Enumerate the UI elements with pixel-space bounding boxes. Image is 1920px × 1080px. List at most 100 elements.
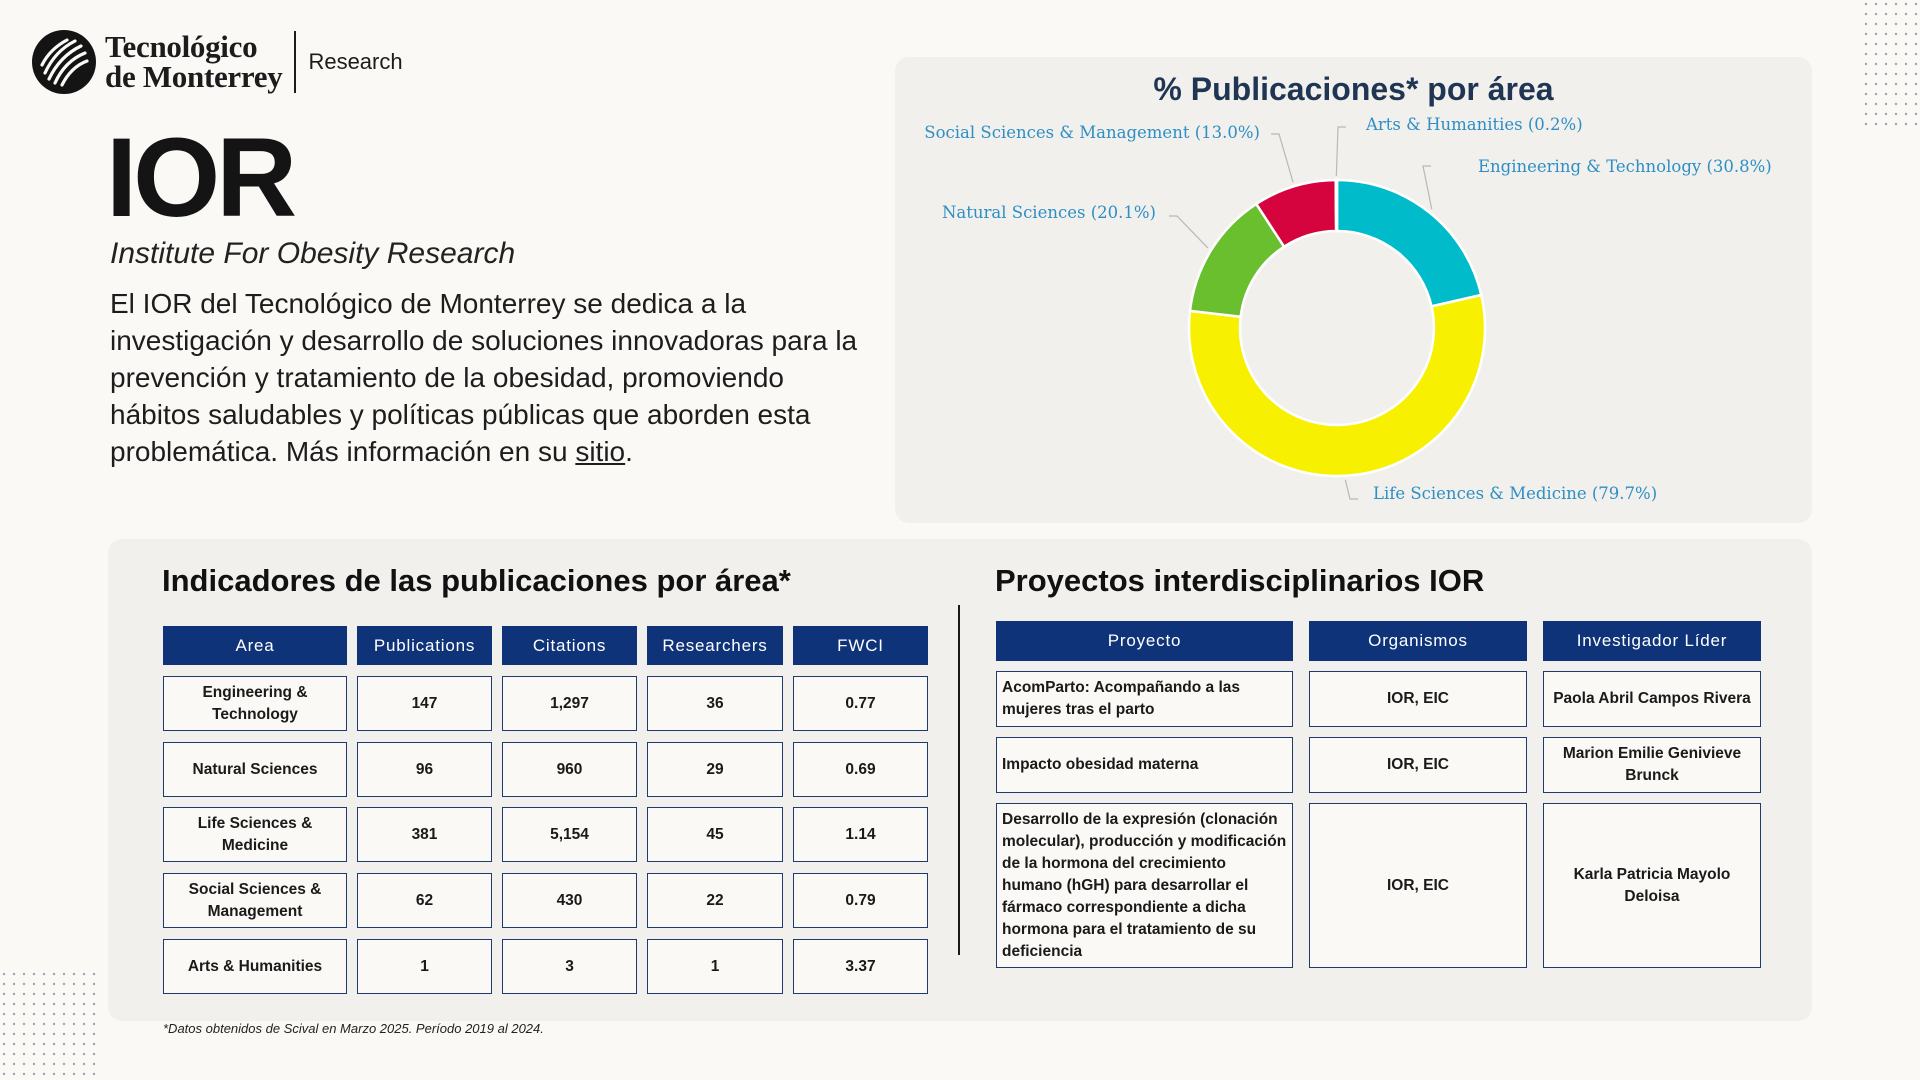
projects-title: Proyectos interdisciplinarios IOR [995, 563, 1485, 598]
leader-line-2 [1169, 215, 1209, 249]
slice-label-1: Life Sciences & Medicine (79.7%) [1373, 484, 1657, 503]
indicators-cell-r1-c4: 0.69 [793, 742, 928, 797]
dot [1864, 62, 1868, 66]
dot [92, 1032, 96, 1036]
institute-full-name: Institute For Obesity Research [110, 237, 516, 270]
projects-cell-r0-c2: Paola Abril Campos Rivera [1543, 671, 1761, 727]
dot [2, 992, 6, 996]
indicators-cell-r3-c2: 430 [502, 873, 637, 928]
indicators-header-2: Citations [502, 626, 637, 665]
dot [1904, 122, 1908, 126]
dot [2, 1012, 6, 1016]
dot [1874, 2, 1878, 6]
dot [2, 1022, 6, 1026]
indicators-cell-r2-c3: 45 [647, 807, 783, 862]
dot [72, 1012, 76, 1016]
dot [82, 1072, 86, 1076]
dot [12, 1042, 16, 1046]
projects-cell-r0-c1: IOR, EIC [1309, 671, 1527, 727]
indicators-cell-r3-c3: 22 [647, 873, 783, 928]
indicators-cell-r0-c2: 1,297 [502, 676, 637, 731]
indicators-cell-r0-c0: Engineering & Technology [163, 676, 347, 731]
dot [1884, 2, 1888, 6]
dot [1904, 52, 1908, 56]
dot [2, 1072, 6, 1076]
indicators-cell-r1-c0: Natural Sciences [163, 742, 347, 797]
dot [1864, 12, 1868, 16]
dot [62, 992, 66, 996]
donut-slice-0 [1335, 178, 1483, 308]
dot [12, 1062, 16, 1066]
dot [22, 1022, 26, 1026]
dot [42, 1062, 46, 1066]
dot [32, 1072, 36, 1076]
dot [1914, 12, 1918, 16]
dot [1914, 32, 1918, 36]
dot [62, 1042, 66, 1046]
dot [52, 1072, 56, 1076]
indicators-cell-r4-c3: 1 [647, 939, 783, 994]
dot [1874, 72, 1878, 76]
dot [1894, 42, 1898, 46]
indicators-cell-r1-c1: 96 [357, 742, 492, 797]
projects-cell-r2-c0: Desarrollo de la expresión (clonación mo… [996, 803, 1293, 968]
indicators-cell-r3-c0: Social Sciences & Management [163, 873, 347, 928]
dot [1864, 22, 1868, 26]
dot [1904, 92, 1908, 96]
dot [12, 972, 16, 976]
dot [1884, 122, 1888, 126]
dot [32, 972, 36, 976]
dot [1864, 32, 1868, 36]
dot [72, 982, 76, 986]
dot [42, 1072, 46, 1076]
dot-pattern-top-right [1862, 0, 1920, 130]
indicators-header-4: FWCI [793, 626, 928, 665]
dot [52, 1032, 56, 1036]
dot [32, 1062, 36, 1066]
projects-cell-r2-c2: Karla Patricia Mayolo Deloisa [1543, 803, 1761, 968]
dot [72, 1062, 76, 1066]
dot [1864, 42, 1868, 46]
dot [1874, 22, 1878, 26]
site-link[interactable]: sitio [575, 436, 626, 467]
dot [1874, 122, 1878, 126]
dot [1874, 62, 1878, 66]
dot [1884, 62, 1888, 66]
dot [52, 1002, 56, 1006]
projects-cell-r1-c0: Impacto obesidad materna [996, 737, 1293, 793]
indicators-cell-r2-c0: Life Sciences & Medicine [163, 807, 347, 862]
footnote: *Datos obtenidos de Scival en Marzo 2025… [163, 1021, 544, 1036]
dot [1914, 102, 1918, 106]
dot [42, 1032, 46, 1036]
donut-chart: Engineering & Technology (30.8%) Life Sci… [924, 115, 1771, 503]
dot [1894, 122, 1898, 126]
dot [52, 1012, 56, 1016]
dot [62, 982, 66, 986]
dot [72, 1032, 76, 1036]
dot [1874, 112, 1878, 116]
dot [62, 1012, 66, 1016]
dot [52, 982, 56, 986]
indicators-cell-r4-c2: 3 [502, 939, 637, 994]
dot [1894, 82, 1898, 86]
dot [42, 1002, 46, 1006]
dot [1874, 82, 1878, 86]
dot [1874, 42, 1878, 46]
indicators-cell-r2-c4: 1.14 [793, 807, 928, 862]
dot [52, 972, 56, 976]
dot [32, 1022, 36, 1026]
dot [1904, 62, 1908, 66]
dot [1864, 102, 1868, 106]
slice-label-4: Arts & Humanities (0.2%) [1365, 115, 1583, 134]
projects-cell-r2-c1: IOR, EIC [1309, 803, 1527, 968]
dot [1894, 2, 1898, 6]
projects-header-1: Organismos [1309, 621, 1527, 661]
dot [1894, 62, 1898, 66]
indicators-cell-r4-c0: Arts & Humanities [163, 939, 347, 994]
dot [1904, 2, 1908, 6]
publications-chart-card: % Publicaciones* por área Engineering & … [895, 57, 1812, 523]
dot [1864, 72, 1868, 76]
projects-cell-r0-c0: AcomParto: Acompañando a las mujeres tra… [996, 671, 1293, 727]
brand-name-line2: de Monterrey [105, 59, 283, 94]
dot [1914, 122, 1918, 126]
